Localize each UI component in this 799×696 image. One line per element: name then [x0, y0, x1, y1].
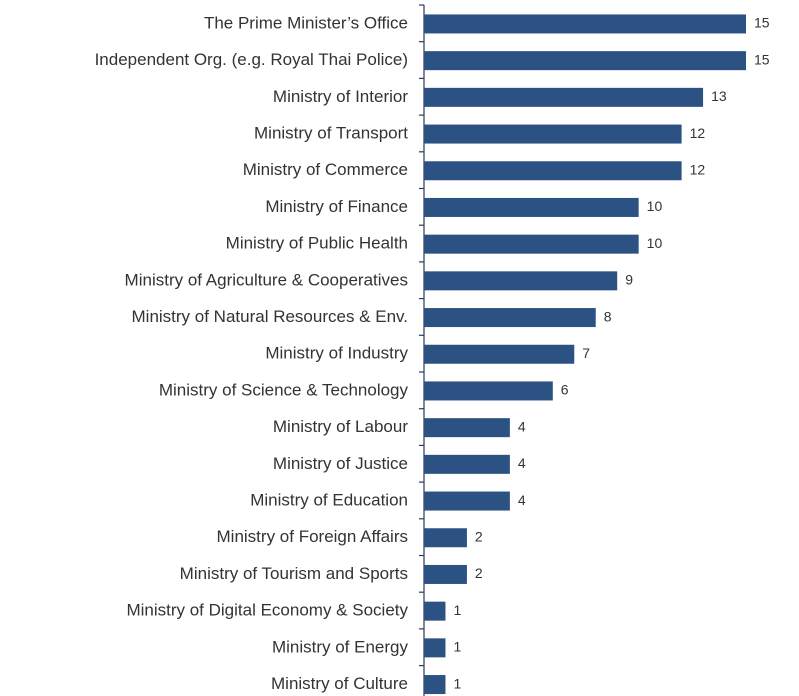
category-label: Ministry of Tourism and Sports [180, 564, 408, 583]
value-label: 10 [647, 235, 663, 251]
category-label: Ministry of Interior [273, 87, 408, 106]
category-label: Ministry of Culture [271, 674, 408, 693]
bar [424, 601, 446, 621]
bar [424, 418, 510, 438]
category-label: Ministry of Industry [265, 344, 408, 363]
category-label: Ministry of Justice [273, 454, 408, 473]
category-label: Independent Org. (e.g. Royal Thai Police… [95, 50, 408, 69]
bar [424, 51, 746, 71]
value-label: 4 [518, 455, 526, 471]
value-label: 12 [690, 161, 706, 177]
category-label: Ministry of Natural Resources & Env. [132, 307, 409, 326]
category-label: Ministry of Agriculture & Cooperatives [125, 270, 408, 289]
value-label: 13 [711, 88, 727, 104]
value-label: 10 [647, 198, 663, 214]
category-label: Ministry of Digital Economy & Society [126, 601, 408, 620]
category-label: Ministry of Commerce [243, 160, 408, 179]
bar [424, 271, 618, 291]
category-label: Ministry of Labour [273, 417, 408, 436]
value-label: 2 [475, 565, 483, 581]
value-label: 1 [453, 602, 461, 618]
category-label: The Prime Minister’s Office [204, 13, 408, 32]
category-label: Ministry of Education [250, 491, 408, 510]
bar [424, 528, 467, 548]
bar [424, 638, 446, 658]
bar [424, 161, 682, 181]
value-label: 15 [754, 15, 770, 31]
value-label: 9 [625, 272, 633, 288]
bar [424, 344, 575, 364]
category-label: Ministry of Transport [254, 124, 408, 143]
category-label: Ministry of Finance [265, 197, 408, 216]
bar [424, 234, 639, 254]
value-label: 4 [518, 492, 526, 508]
value-label: 1 [453, 639, 461, 655]
bar [424, 381, 553, 401]
bar [424, 87, 704, 107]
bar [424, 675, 446, 695]
bar [424, 124, 682, 144]
value-label: 7 [582, 345, 590, 361]
category-label: Ministry of Science & Technology [159, 380, 409, 399]
value-label: 12 [690, 125, 706, 141]
bar [424, 564, 467, 584]
bar [424, 14, 746, 34]
bar [424, 308, 596, 328]
value-label: 2 [475, 528, 483, 544]
bar [424, 491, 510, 511]
bar [424, 454, 510, 474]
value-label: 1 [453, 675, 461, 691]
value-label: 15 [754, 51, 770, 67]
value-label: 6 [561, 382, 569, 398]
value-label: 4 [518, 418, 526, 434]
category-label: Ministry of Energy [272, 637, 409, 656]
category-label: Ministry of Foreign Affairs [217, 527, 408, 546]
value-label: 8 [604, 308, 612, 324]
bar [424, 197, 639, 217]
category-label: Ministry of Public Health [226, 234, 408, 253]
